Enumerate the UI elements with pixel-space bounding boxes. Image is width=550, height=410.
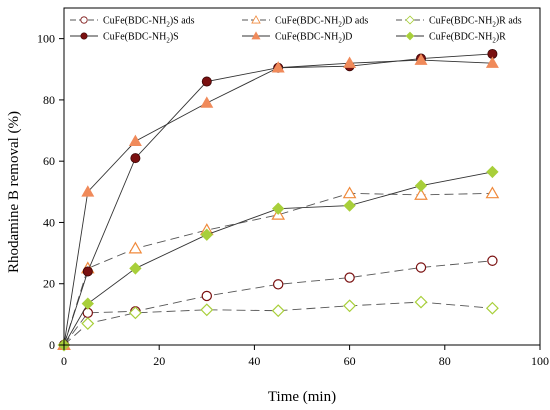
legend-marker [80, 16, 88, 24]
series-line [63, 260, 493, 346]
legend-label: CuFe(BDC-NH2)S [103, 32, 179, 45]
legend-entry-1: CuFe(BDC-NH2)S ads [70, 16, 195, 29]
data-point: CuFe(BDC-NH2)R ads: (75, 14) [414, 295, 428, 309]
data-point: CuFe(BDC-NH2)S ads: (45, 19.8) [273, 279, 284, 290]
data-point: CuFe(BDC-NH2)R ads: (30, 11.5) [200, 303, 214, 317]
data-point: CuFe(BDC-NH2)S ads: (60, 22) [344, 272, 355, 283]
data-point: CuFe(BDC-NH2)S ads: (75, 25.3) [415, 262, 427, 273]
data-point: CuFe(BDC-NH2)R ads: (90, 12) [485, 301, 499, 315]
series-line [63, 301, 493, 346]
y-tick-label: 80 [43, 93, 55, 107]
legend-label: CuFe(BDC-NH2)D [275, 32, 352, 45]
data-point: CuFe(BDC-NH2)D: (45, 90.5) [271, 61, 285, 73]
y-tick-label: 20 [43, 277, 55, 291]
legend-label: CuFe(BDC-NH2)R [429, 32, 506, 45]
series-6: CuFe(BDC-NH2)R: (0, 0)CuFe(BDC-NH2)R: (5… [57, 165, 499, 352]
data-point: CuFe(BDC-NH2)R: (75, 52) [414, 179, 428, 192]
legend-marker [405, 31, 415, 41]
data-point: CuFe(BDC-NH2)S: (15, 61) [130, 153, 141, 164]
legend-marker [80, 32, 88, 40]
data-point: CuFe(BDC-NH2)S ads: (30, 16) [201, 290, 212, 302]
series-line [63, 53, 493, 346]
x-tick-label: 80 [439, 354, 451, 368]
data-point: CuFe(BDC-NH2)R: (60, 45.5) [343, 199, 356, 212]
data-point: CuFe(BDC-NH2)S: (30, 86) [201, 76, 212, 87]
data-point: CuFe(BDC-NH2)R: (30, 36) [200, 228, 213, 241]
data-point: CuFe(BDC-NH2)D: (90, 92) [485, 56, 499, 68]
legend-marker [251, 31, 261, 40]
x-tick-label: 60 [344, 354, 356, 368]
data-point: CuFe(BDC-NH2)D: (60, 92) [343, 56, 357, 68]
series-line [63, 171, 493, 346]
data-point: CuFe(BDC-NH2)D ads: (15, 31.5) [128, 241, 143, 254]
data-point: CuFe(BDC-NH2)S ads: (90, 27.5) [487, 255, 498, 266]
data-point: CuFe(BDC-NH2)R: (5, 13.5) [81, 297, 94, 310]
data-point: CuFe(BDC-NH2)D ads: (60, 49.5) [342, 186, 357, 199]
legend-label: CuFe(BDC-NH2)S ads [103, 16, 195, 29]
data-point: CuFe(BDC-NH2)R ads: (60, 12.8) [343, 299, 357, 313]
x-tick-label: 40 [248, 354, 260, 368]
x-tick-label: 100 [531, 354, 549, 368]
legend-entry-2: CuFe(BDC-NH2)D ads [242, 15, 368, 29]
legend: CuFe(BDC-NH2)S ads CuFe(BDC-NH2)D ads CuFe… [70, 15, 522, 45]
legend-entry-4: CuFe(BDC-NH2)S [70, 32, 179, 45]
data-point: CuFe(BDC-NH2)R: (15, 25) [129, 262, 142, 275]
y-tick-label: 0 [49, 338, 55, 352]
data-point: CuFe(BDC-NH2)R ads: (5, 7) [81, 317, 95, 331]
legend-marker [251, 15, 261, 24]
legend-entry-3: CuFe(BDC-NH2)R ads [396, 15, 522, 29]
data-point: CuFe(BDC-NH2)D: (15, 66.5) [128, 134, 142, 147]
series-line [63, 192, 493, 346]
series-1: CuFe(BDC-NH2)S ads: (0, 0)CuFe(BDC-NH2)S… [58, 255, 498, 351]
data-point: CuFe(BDC-NH2)D ads: (75, 49) [414, 187, 428, 200]
data-point: CuFe(BDC-NH2)R ads: (45, 11.2) [271, 304, 285, 318]
legend-label: CuFe(BDC-NH2)R ads [429, 16, 522, 29]
axes: 0 20 40 60 80 100 0 20 40 60 80 100 [37, 7, 549, 368]
plot-frame [63, 7, 541, 346]
data-point: CuFe(BDC-NH2)R: (90, 56.5) [486, 165, 499, 179]
y-tick-label: 100 [37, 32, 55, 46]
legend-entry-5: CuFe(BDC-NH2)D [242, 31, 352, 45]
legend-marker [405, 15, 415, 25]
x-axis-label: Time (min) [268, 389, 336, 405]
data-point: CuFe(BDC-NH2)R ads: (15, 10.5) [128, 306, 142, 320]
y-tick-label: 60 [43, 154, 55, 168]
x-tick-label: 20 [153, 354, 165, 368]
data-point: CuFe(BDC-NH2)S: (5, 24) [82, 266, 93, 277]
legend-label: CuFe(BDC-NH2)D ads [275, 16, 368, 29]
data-point: CuFe(BDC-NH2)D ads: (90, 49.5) [485, 186, 500, 199]
data-point: CuFe(BDC-NH2)D: (75, 93) [414, 53, 428, 65]
data-point: CuFe(BDC-NH2)D: (30, 79) [200, 96, 214, 108]
series-line [63, 59, 493, 346]
legend-entry-6: CuFe(BDC-NH2)R [396, 32, 506, 45]
y-tick-label: 40 [43, 215, 55, 229]
data-point: CuFe(BDC-NH2)R: (45, 44.5) [272, 202, 285, 215]
plot-area: CuFe(BDC-NH2)S ads: (0, 0)CuFe(BDC-NH2)S… [57, 48, 500, 352]
data-point: CuFe(BDC-NH2)D: (5, 50) [81, 185, 95, 197]
y-axis-label: Rhodamine B removal (%) [6, 111, 22, 273]
x-tick-label: 0 [61, 354, 67, 368]
series-5: CuFe(BDC-NH2)D: (0, 0)CuFe(BDC-NH2)D: (5… [57, 53, 499, 350]
series-3: CuFe(BDC-NH2)R ads: (0, 0)CuFe(BDC-NH2)R… [57, 295, 499, 352]
